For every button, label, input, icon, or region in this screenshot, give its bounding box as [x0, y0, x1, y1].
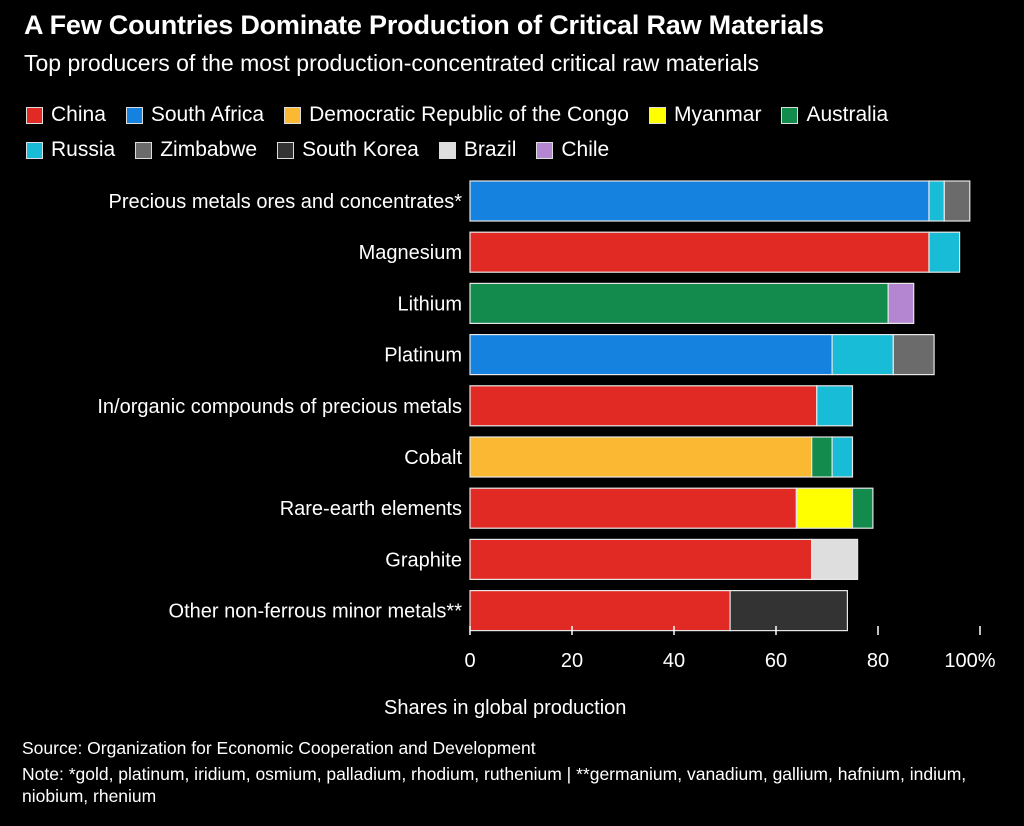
x-tick-label: 0: [464, 650, 475, 672]
legend-item-chile: Chile: [536, 138, 609, 162]
category-label: Lithium: [398, 293, 462, 315]
legend-item-democratic-republic-of-the-congo: Democratic Republic of the Congo: [284, 103, 629, 127]
bar-segment: [469, 385, 818, 427]
legend-swatch: [125, 106, 143, 124]
legend-item-south-korea: South Korea: [277, 138, 419, 162]
bar-segment: [469, 334, 833, 376]
bar-segment: [469, 538, 813, 580]
legend-item-china: China: [26, 103, 106, 127]
bar-segment: [469, 282, 889, 325]
x-tick-label: 60: [765, 650, 787, 672]
bar-segment: [943, 180, 971, 222]
bar-segment: [811, 538, 859, 580]
chart-subtitle: Top producers of the most production-con…: [24, 50, 760, 76]
bar-segment: [831, 436, 854, 478]
legend-label: Chile: [561, 138, 610, 161]
bar-segment: [469, 436, 813, 478]
bar-segment: [811, 436, 833, 478]
legend-swatch: [648, 106, 666, 124]
bar-segment: [469, 590, 731, 632]
bar-segment: [729, 590, 848, 632]
legend-swatch: [277, 141, 295, 159]
legend-label: Australia: [806, 103, 889, 126]
legend-swatch: [438, 141, 456, 159]
chart-title: A Few Countries Dominate Production of C…: [24, 10, 824, 40]
bar-segment: [851, 487, 874, 529]
legend-label: Democratic Republic of the Congo: [309, 103, 629, 126]
x-tick-label: 100%: [944, 650, 995, 672]
source-text: Source: Organization for Economic Cooper…: [22, 738, 536, 758]
bar-segment: [469, 487, 797, 529]
x-axis-label: Shares in global production: [384, 697, 627, 719]
legend-item-brazil: Brazil: [438, 138, 517, 162]
bar-segment: [469, 180, 930, 222]
legend-swatch: [135, 141, 153, 159]
bar-segment: [816, 385, 854, 427]
legend-label: Zimbabwe: [160, 138, 258, 161]
bar-segment: [831, 334, 894, 376]
legend-label: Russia: [51, 138, 116, 161]
category-label: Cobalt: [404, 447, 462, 469]
bar-segment: [928, 231, 961, 273]
bar-segment: [795, 487, 854, 529]
category-label: Platinum: [384, 345, 462, 367]
legend-row-2: Russia Zimbabwe South Korea Brazil Chile: [26, 138, 629, 162]
x-tick-label: 80: [867, 650, 889, 672]
legend-label: Myanmar: [673, 103, 762, 126]
legend-swatch: [536, 141, 554, 159]
category-label: Graphite: [385, 549, 462, 571]
legend-label: Brazil: [463, 138, 517, 161]
bar-segment: [469, 231, 930, 273]
legend-row-1: China South Africa Democratic Republic of …: [26, 103, 908, 127]
legend-item-zimbabwe: Zimbabwe: [135, 138, 257, 162]
legend-swatch: [26, 141, 43, 159]
legend-item-russia: Russia: [26, 138, 115, 162]
legend-item-myanmar: Myanmar: [648, 103, 762, 127]
legend-label: South Korea: [302, 138, 419, 161]
legend-label: South Africa: [150, 103, 265, 126]
legend-swatch: [284, 106, 302, 124]
x-tick-label: 40: [663, 650, 685, 672]
category-label: In/organic compounds of precious metals: [97, 396, 462, 418]
bar-chart: Precious metals ores and concentrates* Ma…: [97, 180, 996, 672]
legend-label: China: [51, 103, 106, 126]
note-text: Note: *gold, platinum, iridium, osmium, …: [22, 764, 967, 806]
category-label: Magnesium: [359, 242, 462, 264]
legend-swatch: [26, 106, 43, 124]
bar-segment: [887, 282, 915, 325]
bar-segment: [892, 334, 935, 376]
category-label: Other non-ferrous minor metals**: [169, 601, 463, 623]
category-label: Precious metals ores and concentrates*: [108, 191, 462, 213]
x-tick-label: 20: [561, 650, 583, 672]
bar-segment: [928, 180, 945, 222]
legend-item-south-africa: South Africa: [125, 103, 265, 127]
legend-item-australia: Australia: [781, 103, 888, 127]
category-label: Rare-earth elements: [280, 498, 462, 520]
legend-swatch: [781, 106, 799, 124]
